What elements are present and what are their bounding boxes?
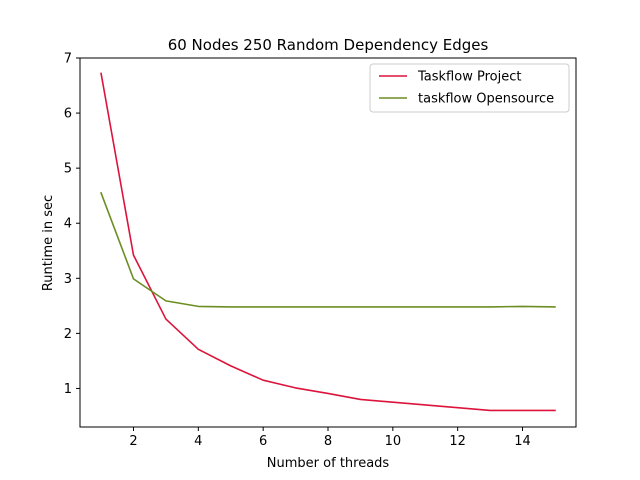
legend: Taskflow Project taskflow Opensource [369,63,570,113]
x-tick-label-1: 4 [194,434,202,449]
x-tick-label-2: 6 [259,434,267,449]
x-tick-label-0: 2 [129,434,137,449]
series-line-1 [100,191,556,308]
legend-label-1: taskflow Opensource [418,92,554,107]
x-axis-label: Number of threads [267,456,390,471]
plot-area [100,72,556,412]
y-tick-label-0: 1 [64,382,72,397]
legend-label-0: Taskflow Project [417,70,521,85]
y-tick-label-1: 2 [64,327,72,342]
x-tick-label-4: 10 [385,434,402,449]
x-tick-label-3: 8 [324,434,332,449]
y-tick-label-4: 5 [64,162,72,177]
y-tick-label-3: 4 [64,217,72,232]
y-tick-label-5: 6 [64,107,72,122]
chart-title: 60 Nodes 250 Random Dependency Edges [168,36,489,54]
x-tick-label-5: 12 [449,434,466,449]
x-tick-label-6: 14 [514,434,531,449]
legend-box [369,63,570,113]
y-tick-label-6: 7 [64,52,72,67]
y-tick-label-2: 3 [64,272,72,287]
axes-frame [79,57,577,428]
y-axis-label: Runtime in sec [41,195,56,291]
series-line-0 [100,72,556,412]
